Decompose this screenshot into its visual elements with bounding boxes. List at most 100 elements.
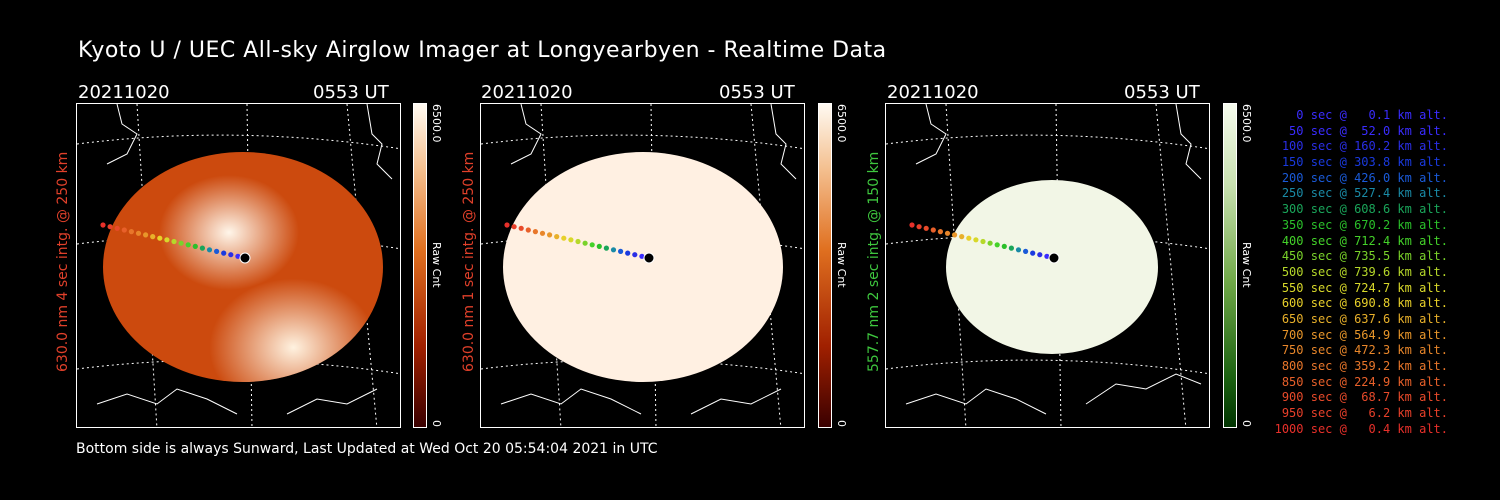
trajectory-point xyxy=(1030,250,1036,256)
panel1-cbar-label: Raw Cnt xyxy=(430,242,443,288)
trajectory-point xyxy=(596,243,602,249)
panel3-station-marker xyxy=(1048,252,1060,264)
legend-row: 900 sec @ 68.7 km alt. xyxy=(1281,390,1448,405)
trajectory-point xyxy=(157,235,163,241)
legend-row: 250 sec @ 527.4 km alt. xyxy=(1281,186,1448,201)
trajectory-point xyxy=(994,242,1000,248)
trajectory-point xyxy=(1001,243,1007,249)
panel2-ylabel: 630.0 nm 1 sec intg. @ 250 km xyxy=(461,151,477,372)
panel2-station-marker xyxy=(643,252,655,264)
trajectory-point xyxy=(1044,253,1050,259)
trajectory-point xyxy=(1023,248,1029,254)
trajectory-point xyxy=(199,245,205,251)
trajectory-point xyxy=(966,235,972,241)
trajectory-point xyxy=(582,240,588,246)
panel2-cbar-label: Raw Cnt xyxy=(835,242,848,288)
legend-row: 950 sec @ 6.2 km alt. xyxy=(1281,406,1448,421)
panel2-time: 0553 UT xyxy=(719,82,795,103)
legend-row: 750 sec @ 472.3 km alt. xyxy=(1281,343,1448,358)
trajectory-point xyxy=(206,247,213,253)
legend-row: 300 sec @ 608.6 km alt. xyxy=(1281,202,1448,217)
trajectory-point xyxy=(952,232,958,238)
trajectory-point xyxy=(973,237,979,243)
trajectory-point xyxy=(632,252,638,258)
legend-row: 350 sec @ 670.2 km alt. xyxy=(1281,217,1448,232)
footer-note: Bottom side is always Sunward, Last Upda… xyxy=(76,441,658,457)
trajectory-point xyxy=(930,227,936,233)
panel1-image xyxy=(76,103,401,428)
trajectory-point xyxy=(518,225,524,231)
trajectory-point xyxy=(143,232,149,238)
trajectory-point xyxy=(959,234,965,240)
legend-row: 850 sec @ 224.9 km alt. xyxy=(1281,374,1448,389)
panel1-coast xyxy=(96,104,393,415)
panel2-image xyxy=(480,103,805,428)
trajectory-point xyxy=(235,253,241,259)
trajectory-point xyxy=(185,242,191,248)
trajectory-point xyxy=(923,225,929,231)
legend-row: 800 sec @ 359.2 km alt. xyxy=(1281,359,1448,373)
panel2-cbar-min: 0 xyxy=(835,420,848,427)
trajectory-point xyxy=(916,224,922,230)
trajectory-point xyxy=(1015,247,1022,253)
panel1-cbar-min: 0 xyxy=(430,420,443,427)
panel3-coast xyxy=(905,104,1202,415)
trajectory-point xyxy=(625,250,631,256)
trajectory-point xyxy=(618,248,624,254)
trajectory-point xyxy=(504,222,510,228)
panel1-svg xyxy=(77,104,400,427)
legend-row: 650 sec @ 637.6 km alt. xyxy=(1281,311,1448,326)
legend-row: 700 sec @ 564.9 km alt. xyxy=(1281,327,1448,342)
trajectory-point xyxy=(561,235,567,241)
panel1-time: 0553 UT xyxy=(313,82,389,103)
panel1-date: 20211020 xyxy=(78,82,170,103)
trajectory-point xyxy=(1008,245,1014,251)
panel2-svg xyxy=(481,104,804,427)
trajectory-point xyxy=(192,243,198,249)
trajectory-point xyxy=(221,250,227,256)
trajectory-point xyxy=(171,238,177,245)
trajectory-point xyxy=(909,222,915,228)
panel3-colorbar xyxy=(1223,103,1237,428)
legend-row: 0 sec @ 0.1 km alt. xyxy=(1296,108,1448,122)
trajectory-point xyxy=(164,237,170,243)
panel1-station-marker xyxy=(239,252,251,264)
panel1-ylabel: 630.0 nm 4 sec intg. @ 250 km xyxy=(55,151,71,372)
trajectory-point xyxy=(114,225,120,231)
panel2-cbar-max: 6500.0 xyxy=(835,104,848,143)
trajectory-point xyxy=(547,232,553,238)
legend-row: 1000 sec @ 0.4 km alt. xyxy=(1274,421,1448,436)
trajectory-point xyxy=(603,245,609,251)
trajectory-point xyxy=(135,230,142,236)
trajectory-point xyxy=(100,222,106,228)
legend-row: 600 sec @ 690.8 km alt. xyxy=(1281,296,1448,311)
trajectory-point xyxy=(575,238,581,245)
legend-row: 50 sec @ 52.0 km alt. xyxy=(1289,123,1448,138)
trajectory-point xyxy=(589,242,595,248)
legend-row: 400 sec @ 712.4 km alt. xyxy=(1281,233,1448,248)
trajectory-point xyxy=(525,227,531,233)
panel3-cbar-label: Raw Cnt xyxy=(1240,242,1253,288)
trajectory-point xyxy=(128,229,134,235)
trajectory-point xyxy=(121,227,127,233)
legend-row: 200 sec @ 426.0 km alt. xyxy=(1281,170,1448,185)
panel3-ylabel: 557.7 nm 2 sec intg. @ 150 km xyxy=(866,151,882,372)
trajectory-point xyxy=(1037,252,1043,258)
legend-row: 100 sec @ 160.2 km alt. xyxy=(1281,139,1448,154)
trajectory-point xyxy=(511,224,517,230)
trajectory-point xyxy=(639,253,645,259)
panel3-svg xyxy=(886,104,1209,427)
trajectory-point xyxy=(228,252,234,258)
trajectory-point xyxy=(214,248,220,254)
panel3-sky xyxy=(946,180,1158,354)
trajectory-point xyxy=(568,237,574,243)
panel1-colorbar xyxy=(413,103,427,428)
trajectory-point xyxy=(944,230,951,236)
panel3-cbar-min: 0 xyxy=(1240,420,1253,427)
trajectory-point xyxy=(150,234,156,240)
trajectory-point xyxy=(554,234,560,240)
legend-row: 550 sec @ 724.7 km alt. xyxy=(1281,280,1448,295)
legend-row: 150 sec @ 303.8 km alt. xyxy=(1281,155,1448,170)
page-title: Kyoto U / UEC All-sky Airglow Imager at … xyxy=(78,38,887,63)
panel2-coast xyxy=(500,104,797,415)
